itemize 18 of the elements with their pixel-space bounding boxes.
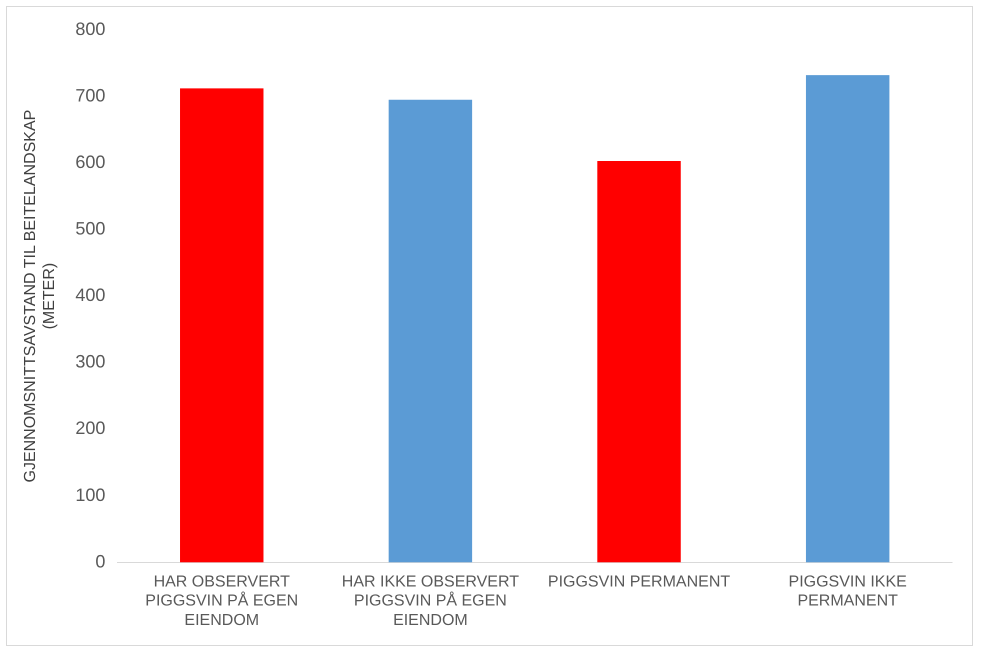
x-tick-label: HAR OBSERVERT PIGGSVIN PÅ EGEN EIENDOM bbox=[145, 573, 298, 629]
bar bbox=[597, 160, 681, 562]
bar bbox=[388, 100, 472, 562]
y-tick-label: 300 bbox=[75, 352, 106, 372]
y-tick-label: 100 bbox=[75, 484, 106, 505]
y-tick-label: 200 bbox=[75, 418, 106, 438]
y-tick-label: 500 bbox=[75, 218, 106, 238]
y-tick-label: 400 bbox=[75, 285, 106, 306]
x-tick-label: PIGGSVIN PERMANENT bbox=[548, 573, 730, 590]
x-tick-label: HAR IKKE OBSERVERT PIGGSVIN PÅ EGEN EIENDOM bbox=[342, 573, 520, 629]
y-axis-title: GJENNOMSNITTSAVSTAND TIL BEITELANDSKAP (METER) bbox=[22, 110, 58, 483]
y-tick-label: 800 bbox=[75, 18, 106, 39]
y-tick-label: 700 bbox=[75, 85, 106, 106]
bar bbox=[806, 75, 890, 562]
y-tick-label: 0 bbox=[95, 551, 106, 572]
y-tick-label: 600 bbox=[75, 152, 106, 172]
bar bbox=[180, 88, 264, 562]
x-tick-label: PIGGSVIN IKKE PERMANENT bbox=[788, 573, 907, 610]
